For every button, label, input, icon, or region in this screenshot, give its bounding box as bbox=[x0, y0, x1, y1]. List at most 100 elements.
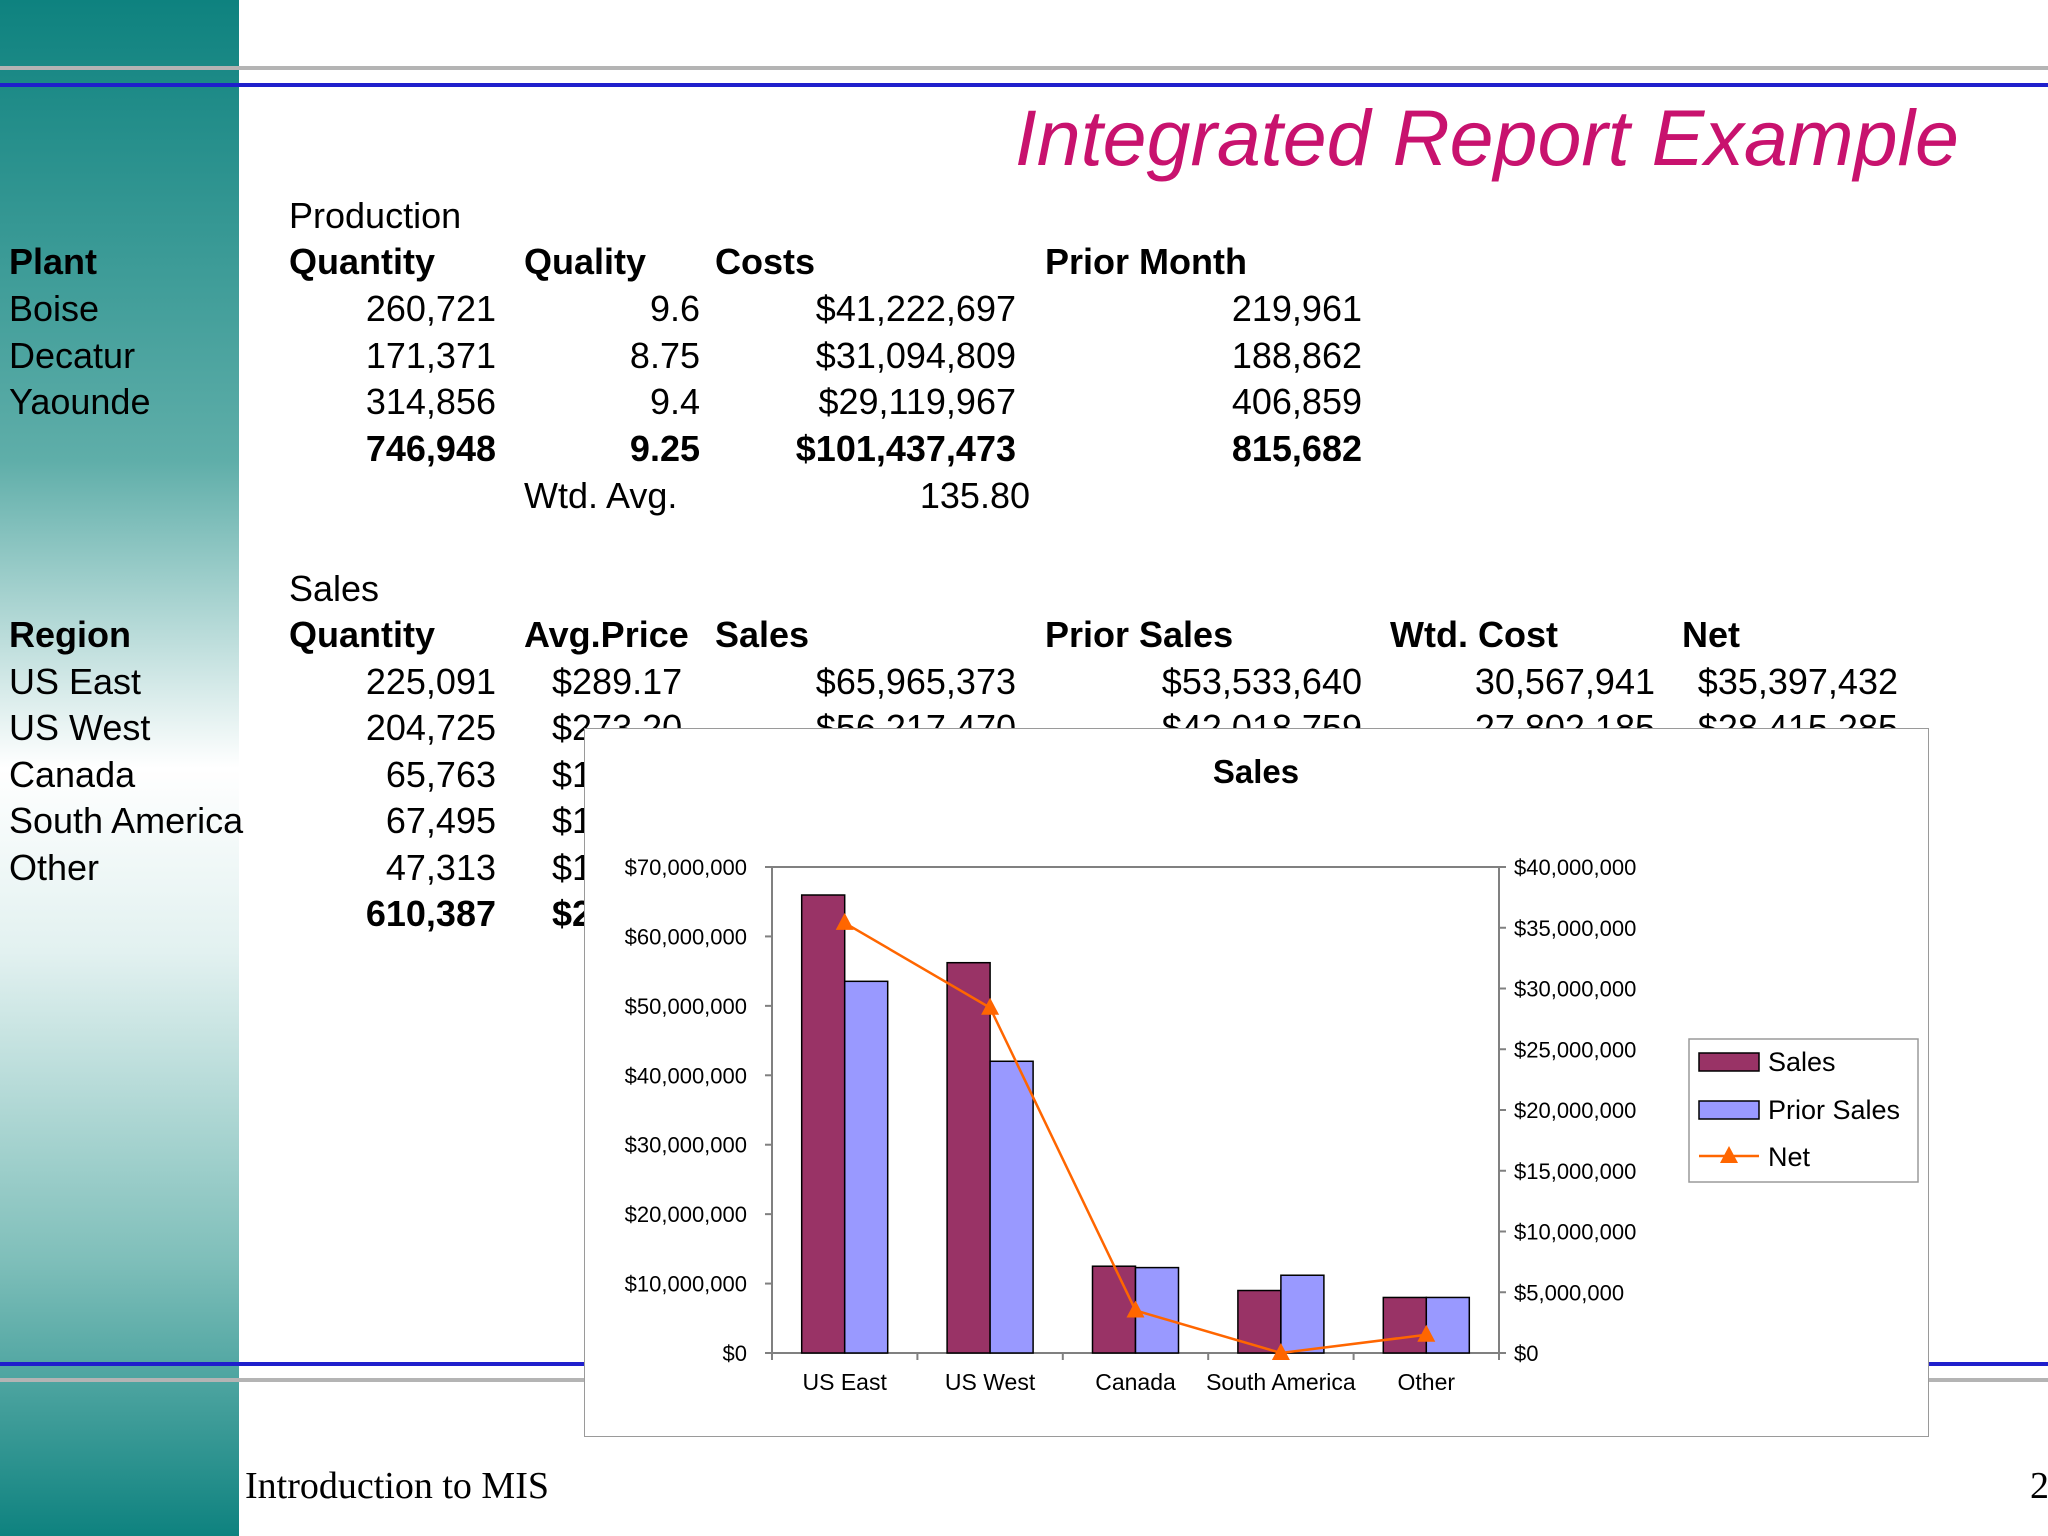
sales-sales: $65,965,373 bbox=[815, 661, 1016, 702]
production-plant: Boise bbox=[9, 288, 100, 329]
y-right-tick-label: $0 bbox=[1514, 1341, 1538, 1366]
production-total-costs: $101,437,473 bbox=[795, 428, 1016, 469]
y-right-tick-label: $35,000,000 bbox=[1514, 916, 1636, 941]
production-quality: 8.75 bbox=[629, 335, 700, 376]
net-point-marker bbox=[981, 997, 1000, 1015]
legend-label-net: Net bbox=[1768, 1142, 1811, 1172]
x-tick-label: South America bbox=[1206, 1369, 1356, 1395]
legend-swatch-sales bbox=[1698, 1052, 1760, 1072]
sales-chart-svg: Sales $0 $10,000,000 $20,000,000 $30,000,000… bbox=[625, 753, 1919, 1395]
y-left-tick-label: $30,000,000 bbox=[625, 1133, 747, 1158]
x-tick-label: Canada bbox=[1095, 1369, 1176, 1395]
y-left-tick-label: $60,000,000 bbox=[625, 924, 747, 949]
x-tick-label: US East bbox=[803, 1369, 888, 1395]
production-costs: $41,222,697 bbox=[815, 288, 1016, 329]
sales-net: $35,397,432 bbox=[1697, 661, 1898, 702]
y-left-tick-label: $20,000,000 bbox=[625, 1202, 747, 1227]
top-rule-gray bbox=[0, 66, 2048, 70]
net-point-marker bbox=[1271, 1343, 1290, 1360]
sales-col-quantity: Quantity bbox=[289, 614, 436, 655]
bar-sales bbox=[946, 961, 991, 1354]
production-total-prior-month: 815,682 bbox=[1231, 428, 1362, 469]
bar-prior-sales bbox=[843, 980, 889, 1354]
production-costs: $31,094,809 bbox=[815, 335, 1016, 376]
production-prior-month: 188,862 bbox=[1231, 335, 1362, 376]
top-rule-blue bbox=[0, 83, 2048, 87]
production-prior-month: 406,859 bbox=[1231, 381, 1362, 422]
sales-header-top: Sales bbox=[289, 568, 380, 609]
production-header-top: Production bbox=[289, 195, 462, 236]
legend-label-sales: Sales bbox=[1768, 1047, 1836, 1077]
bar-prior-sales bbox=[1134, 1266, 1180, 1354]
x-tick-label: US West bbox=[945, 1369, 1036, 1395]
legend-swatch-net-marker bbox=[1720, 1146, 1738, 1163]
chart-title: Sales bbox=[1213, 753, 1299, 790]
y-right-tick-label: $15,000,000 bbox=[1514, 1159, 1636, 1184]
sales-region: US West bbox=[9, 707, 151, 748]
production-quality: 9.6 bbox=[649, 288, 700, 329]
y-left-tick-label: $70,000,000 bbox=[625, 855, 747, 880]
legend-swatch-prior-sales bbox=[1698, 1100, 1760, 1120]
y-right-tick-label: $30,000,000 bbox=[1514, 977, 1636, 1002]
page-number: 2 bbox=[2030, 1465, 2048, 1507]
sales-total-quantity: 610,387 bbox=[365, 893, 496, 934]
production-quality: 9.4 bbox=[649, 381, 700, 422]
sales-quantity: 225,091 bbox=[365, 661, 496, 702]
sales-col-avg-price: Avg.Price bbox=[524, 614, 689, 655]
bar-prior-sales bbox=[989, 1060, 1034, 1354]
y-right-tick-label: $20,000,000 bbox=[1514, 1098, 1636, 1123]
sales-quantity: 47,313 bbox=[385, 847, 496, 888]
production-total-quality: 9.25 bbox=[629, 428, 700, 469]
footer-text: Introduction to MIS bbox=[245, 1465, 549, 1507]
production-col-quantity: Quantity bbox=[289, 241, 436, 282]
production-plant: Decatur bbox=[9, 335, 136, 376]
sales-region: Canada bbox=[9, 754, 136, 795]
net-point-marker bbox=[835, 912, 854, 930]
net-point-marker bbox=[1126, 1300, 1145, 1318]
slide-sidebar bbox=[0, 0, 239, 1536]
bar-sales bbox=[800, 894, 846, 1354]
y-left-tick-label: $50,000,000 bbox=[625, 994, 747, 1019]
production-col-prior-month: Prior Month bbox=[1045, 241, 1247, 282]
legend-label-prior-sales: Prior Sales bbox=[1768, 1095, 1900, 1125]
sales-quantity: 67,495 bbox=[385, 800, 496, 841]
sales-wtd-cost: 30,567,941 bbox=[1474, 661, 1655, 702]
production-col-plant: Plant bbox=[9, 241, 98, 282]
production-col-costs: Costs bbox=[715, 241, 816, 282]
production-prior-month: 219,961 bbox=[1231, 288, 1362, 329]
bar-sales bbox=[1091, 1265, 1137, 1354]
bar-sales bbox=[1237, 1289, 1282, 1354]
sales-prior-sales: $53,533,640 bbox=[1161, 661, 1362, 702]
sales-region: Other bbox=[9, 847, 100, 888]
sales-avg-price: $289.17 bbox=[552, 661, 683, 702]
production-total-quantity: 746,948 bbox=[365, 428, 496, 469]
y-right-tick-label: $5,000,000 bbox=[1514, 1280, 1624, 1305]
y-left-tick-label: $0 bbox=[723, 1341, 747, 1366]
sales-col-wtd-cost: Wtd. Cost bbox=[1390, 614, 1558, 655]
sales-col-sales: Sales bbox=[715, 614, 810, 655]
y-right-tick-label: $10,000,000 bbox=[1514, 1220, 1636, 1245]
y-left-tick-label: $40,000,000 bbox=[625, 1063, 747, 1088]
bar-prior-sales bbox=[1280, 1274, 1325, 1354]
bar-prior-sales bbox=[1425, 1296, 1471, 1354]
sales-quantity: 65,763 bbox=[385, 754, 496, 795]
sales-col-net: Net bbox=[1682, 614, 1741, 655]
sales-col-region: Region bbox=[9, 614, 131, 655]
production-col-quality: Quality bbox=[524, 241, 647, 282]
sales-region: South America bbox=[9, 800, 244, 841]
production-quantity: 171,371 bbox=[365, 335, 496, 376]
production-quantity: 260,721 bbox=[365, 288, 496, 329]
slide-title: Integrated Report Example bbox=[1014, 93, 1959, 182]
bar-sales bbox=[1382, 1296, 1428, 1354]
sales-quantity: 204,725 bbox=[365, 707, 496, 748]
y-right-tick-label: $40,000,000 bbox=[1514, 855, 1636, 880]
sales-chart: Sales $0 $10,000,000 $20,000,000 $30,000,000… bbox=[584, 728, 1929, 1437]
production-costs: $29,119,967 bbox=[818, 381, 1016, 422]
net-point-marker bbox=[1417, 1324, 1436, 1342]
x-tick-label: Other bbox=[1398, 1369, 1456, 1395]
sales-col-prior-sales: Prior Sales bbox=[1045, 614, 1234, 655]
production-wtd-avg-label: Wtd. Avg. bbox=[524, 475, 678, 516]
sales-region: US East bbox=[9, 661, 142, 702]
production-plant: Yaounde bbox=[9, 381, 151, 422]
production-wtd-avg-value: 135.80 bbox=[919, 475, 1030, 516]
